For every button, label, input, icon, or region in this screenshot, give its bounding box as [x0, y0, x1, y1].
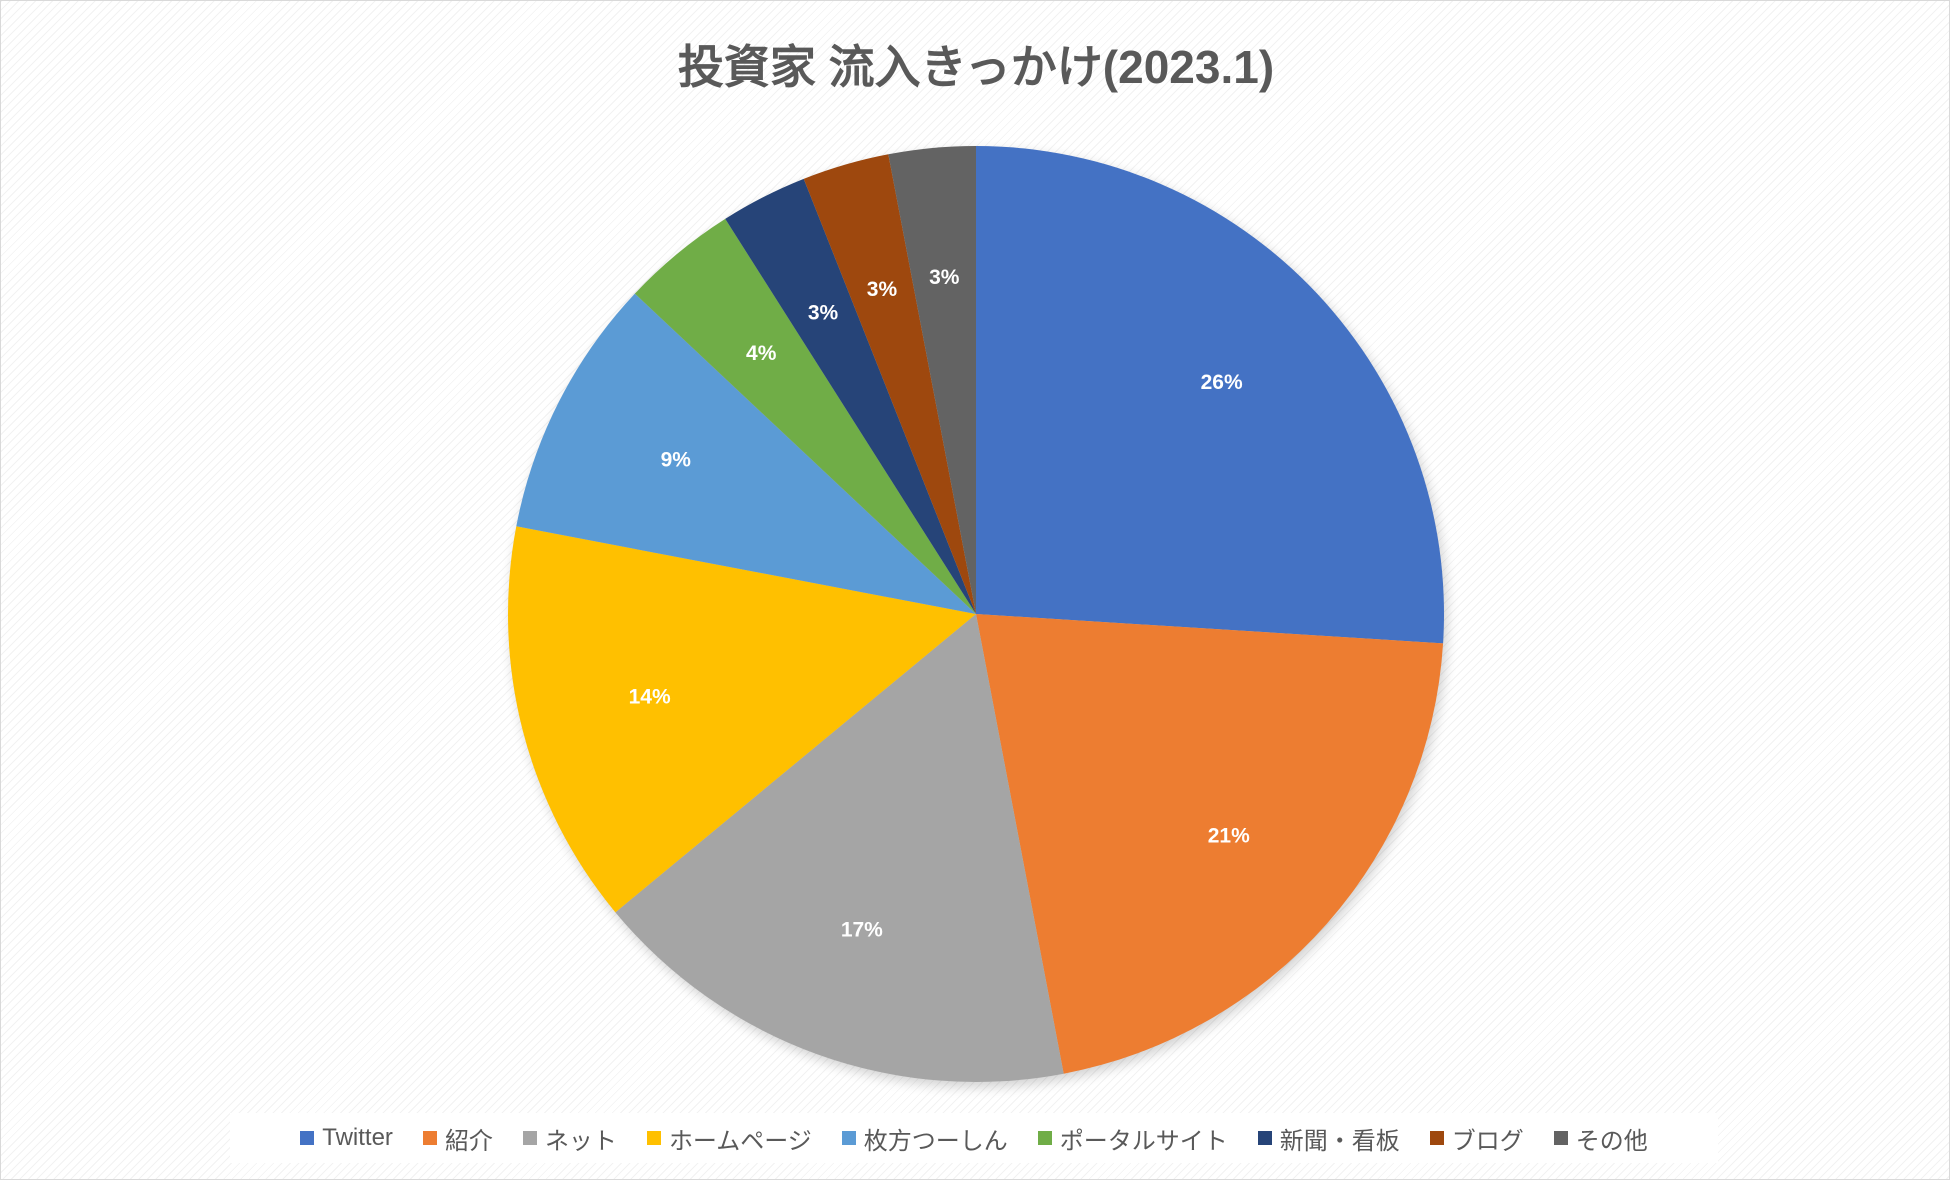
data-label-6: 4% — [746, 342, 777, 365]
legend-label: ブログ — [1451, 1127, 1524, 1155]
pie-slice-9 — [888, 146, 976, 614]
legend-item-8: ブログ — [1429, 1121, 1524, 1156]
legend-swatch — [422, 1131, 437, 1145]
legend-item-3: ネット — [522, 1121, 617, 1156]
data-label-7: 3% — [808, 301, 839, 324]
legend-item-2: 紹介 — [422, 1121, 493, 1156]
data-label-2: 21% — [1208, 824, 1250, 847]
legend-item-6: ポータルサイト — [1037, 1121, 1228, 1156]
pie-slice-2 — [976, 614, 1444, 1074]
pie-slice-4 — [507, 526, 976, 913]
legend-label: 紹介 — [444, 1127, 493, 1155]
legend-swatch — [1553, 1131, 1568, 1145]
pie-slice-3 — [615, 614, 1064, 1082]
pie-slice-7 — [725, 178, 976, 614]
legend-swatch — [522, 1131, 537, 1145]
legend-label: ホームページ — [668, 1127, 812, 1155]
data-label-8: 3% — [867, 278, 898, 301]
data-label-1: 26% — [1201, 371, 1243, 394]
legend-item-9: その他 — [1553, 1121, 1648, 1156]
legend-swatch — [1037, 1131, 1052, 1145]
data-label-5: 9% — [661, 449, 692, 472]
legend-item-5: 枚方つーしん — [841, 1121, 1008, 1156]
legend-swatch — [300, 1131, 315, 1145]
legend-label: ネット — [544, 1127, 617, 1155]
pie-slice-1 — [976, 146, 1444, 644]
data-label-4: 14% — [629, 685, 671, 708]
data-label-9: 3% — [929, 266, 960, 289]
legend-label: 新聞・看板 — [1279, 1127, 1400, 1155]
chart-title: 投資家 流入きっかけ(2023.1) — [677, 41, 1275, 93]
pie-slice-6 — [634, 218, 976, 614]
pie-slice-8 — [803, 154, 976, 615]
legend-label: Twitter — [322, 1124, 393, 1151]
legend-label: その他 — [1575, 1127, 1648, 1155]
legend-item-1: Twitter — [300, 1124, 393, 1152]
legend-item-4: ホームページ — [646, 1121, 812, 1156]
legend-swatch — [1429, 1131, 1444, 1145]
legend-swatch — [841, 1131, 856, 1145]
legend-label: ポータルサイト — [1059, 1127, 1228, 1155]
legend-item-7: 新聞・看板 — [1257, 1121, 1400, 1156]
data-label-3: 17% — [841, 919, 883, 942]
legend-label: 枚方つーしん — [863, 1127, 1008, 1155]
chart-legend: Twitter 紹介 ネット ホームページ 枚方つーしん ポータルサイト 新聞・看板 ブログ そ… — [230, 1113, 1718, 1163]
legend-swatch — [1257, 1131, 1272, 1145]
pie-slice-5 — [516, 293, 976, 614]
legend-swatch — [646, 1131, 661, 1145]
